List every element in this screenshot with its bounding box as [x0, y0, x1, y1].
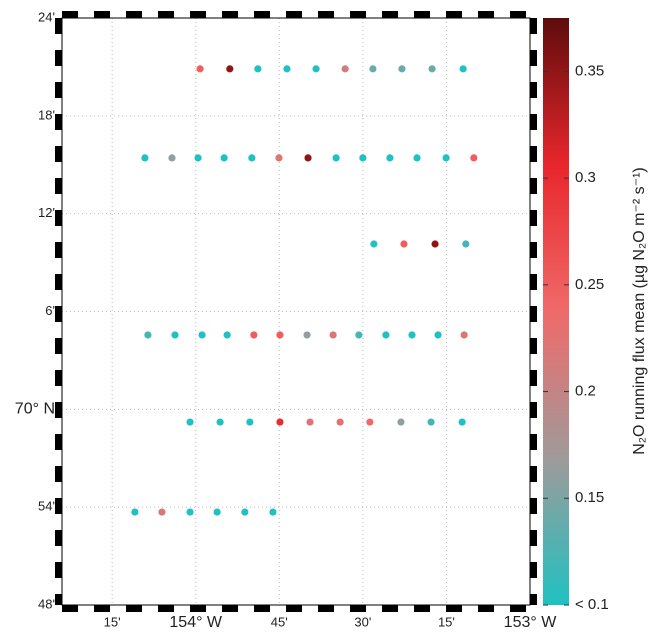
frame [61, 17, 531, 606]
sample-point [275, 154, 283, 162]
y-tick-label: 24' [38, 9, 55, 24]
y-tick-label: 6' [45, 303, 55, 318]
x-tick-label: 30' [354, 614, 371, 629]
sample-point [283, 65, 291, 73]
sample-point [398, 65, 406, 73]
sample-point [355, 331, 363, 339]
y-tick-label: 12' [38, 205, 55, 220]
colorbar-label: N₂O running flux mean (µg N₂O m⁻² s⁻¹) [631, 167, 648, 454]
y-tick-label: 48' [38, 596, 55, 611]
sample-point [458, 418, 466, 426]
x-tick-label: 15' [438, 614, 455, 629]
sample-point [131, 508, 139, 516]
x-tick-label: 15' [104, 614, 121, 629]
sample-point [459, 65, 467, 73]
sample-point [248, 154, 256, 162]
sample-point [223, 331, 231, 339]
colorbar-tick-label: 0.25 [575, 276, 604, 293]
sample-point [141, 154, 149, 162]
sample-point [196, 65, 204, 73]
colorbar-tick-label: 0.2 [575, 383, 596, 400]
sample-point [428, 65, 436, 73]
x-tick-label: 45' [271, 614, 288, 629]
sample-point [269, 508, 277, 516]
sample-point [304, 154, 312, 162]
sample-point [158, 508, 166, 516]
sample-point [226, 65, 234, 73]
y-tick-label: 54' [38, 499, 55, 514]
y-tick-label: 18' [38, 107, 55, 122]
sample-point [431, 240, 439, 248]
sample-point [400, 240, 408, 248]
colorbar-tick-label: 0.3 [575, 169, 596, 186]
sample-point [370, 240, 378, 248]
sample-point [186, 508, 194, 516]
sample-point [460, 331, 468, 339]
sample-point [336, 418, 344, 426]
sample-point [382, 331, 390, 339]
sample-point [408, 331, 416, 339]
sample-point [462, 240, 470, 248]
sample-point [386, 154, 394, 162]
sample-point [369, 65, 377, 73]
sample-point [312, 65, 320, 73]
sample-point [220, 154, 228, 162]
sample-point [168, 154, 176, 162]
sample-point [276, 418, 284, 426]
sample-point [246, 418, 254, 426]
colorbar [543, 18, 569, 605]
x-tick-label: 153° W [504, 614, 558, 631]
sample-point [442, 154, 450, 162]
sample-point [434, 331, 442, 339]
sample-point [359, 154, 367, 162]
x-tick-label: 154° W [169, 614, 223, 631]
sample-point [241, 508, 249, 516]
sample-point [276, 331, 284, 339]
sample-point [171, 331, 179, 339]
sample-point [198, 331, 206, 339]
sample-point [186, 418, 194, 426]
sample-point [366, 418, 374, 426]
sample-point [194, 154, 202, 162]
sample-point [329, 331, 337, 339]
frame-border [55, 11, 537, 612]
sample-point [144, 331, 152, 339]
sample-point [397, 418, 405, 426]
colorbar-tick-label: < 0.1 [575, 596, 609, 613]
y-tick-label: 70° N [15, 401, 55, 418]
sample-point [470, 154, 478, 162]
sample-point [216, 418, 224, 426]
sample-point [427, 418, 435, 426]
sample-point [250, 331, 258, 339]
sample-point [303, 331, 311, 339]
colorbar-tick-label: 0.15 [575, 489, 604, 506]
sample-point [332, 154, 340, 162]
sample-point [254, 65, 262, 73]
sample-point [213, 508, 221, 516]
colorbar-tick-label: 0.35 [575, 62, 604, 79]
sample-point [306, 418, 314, 426]
sample-point [341, 65, 349, 73]
sample-point [413, 154, 421, 162]
